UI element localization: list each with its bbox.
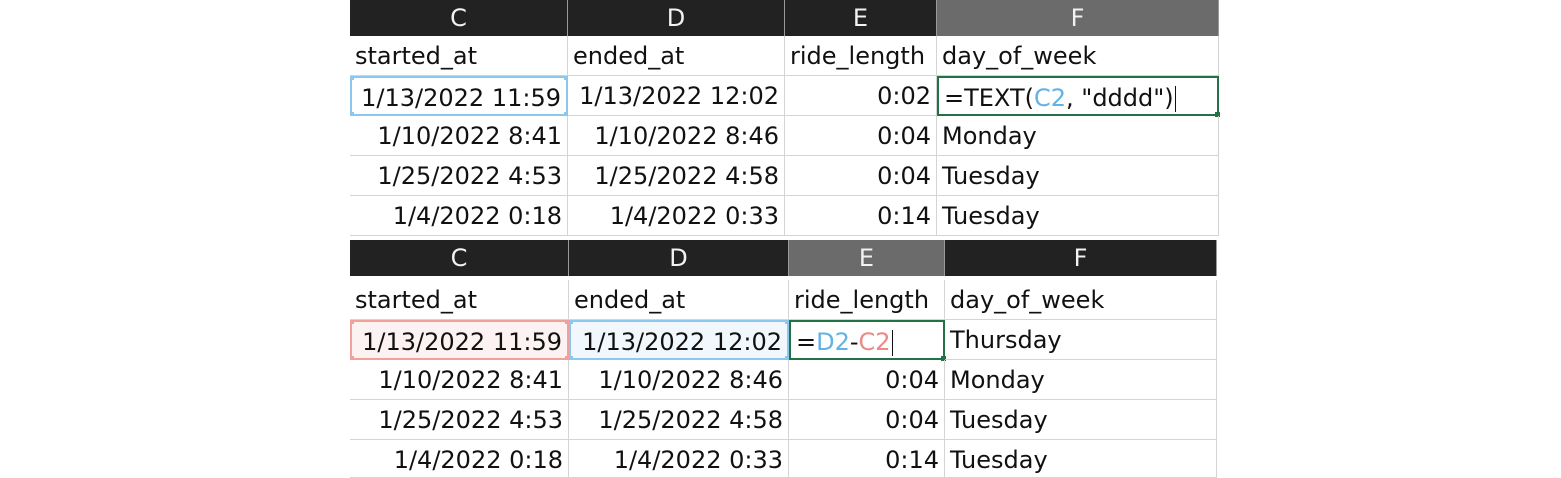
cell-f3[interactable]: Monday (945, 360, 1217, 400)
cell-value: 1/13/2022 11:59 (361, 84, 561, 112)
cell-d3[interactable]: 1/10/2022 8:46 (569, 360, 789, 400)
range-handle[interactable] (565, 356, 567, 358)
formula-ref-c2: C2 (858, 328, 891, 356)
cell-header-day-of-week[interactable]: day_of_week (945, 280, 1217, 320)
cell-e4[interactable]: 0:04 (789, 400, 945, 440)
cell-c2-referenced[interactable]: 1/13/2022 11:59 (350, 76, 568, 116)
cell-c5[interactable]: 1/4/2022 0:18 (350, 440, 569, 478)
range-handle[interactable] (571, 322, 573, 324)
column-header-d[interactable]: D (568, 0, 785, 36)
cell-d3[interactable]: 1/10/2022 8:46 (568, 116, 785, 156)
range-handle[interactable] (352, 78, 354, 80)
range-handle[interactable] (785, 322, 787, 324)
cell-header-started-at[interactable]: started_at (350, 280, 569, 320)
column-header-d[interactable]: D (569, 240, 789, 276)
cell-f5[interactable]: Tuesday (945, 440, 1217, 478)
cell-header-ended-at[interactable]: ended_at (568, 36, 785, 76)
column-header-e[interactable]: E (789, 240, 945, 276)
cell-d2-referenced[interactable]: 1/13/2022 12:02 (569, 320, 789, 360)
cell-f5[interactable]: Tuesday (937, 196, 1219, 236)
text-cursor (1174, 86, 1176, 112)
column-header-f[interactable]: F (945, 240, 1217, 276)
cell-f3[interactable]: Monday (937, 116, 1219, 156)
cell-value: 1/13/2022 12:02 (582, 328, 782, 356)
cell-c4[interactable]: 1/25/2022 4:53 (350, 400, 569, 440)
cell-f2-editing[interactable]: =TEXT(C2, "dddd") (937, 76, 1220, 117)
range-handle[interactable] (571, 356, 573, 358)
fill-handle[interactable] (1215, 112, 1220, 117)
column-header-c[interactable]: C (350, 240, 569, 276)
cell-c3[interactable]: 1/10/2022 8:41 (350, 116, 568, 156)
range-handle[interactable] (565, 322, 567, 324)
formula-suffix: , "dddd") (1066, 84, 1174, 112)
formula-ref-d2: D2 (816, 328, 850, 356)
range-handle[interactable] (564, 112, 566, 114)
range-handle[interactable] (352, 322, 354, 324)
cell-d4[interactable]: 1/25/2022 4:58 (569, 400, 789, 440)
cell-value: 1/13/2022 11:59 (362, 328, 562, 356)
formula-operator: - (849, 328, 859, 356)
range-handle[interactable] (352, 112, 354, 114)
cell-d4[interactable]: 1/25/2022 4:58 (568, 156, 785, 196)
formula-prefix: = (796, 328, 817, 356)
column-header-e[interactable]: E (785, 0, 937, 36)
cell-e4[interactable]: 0:04 (785, 156, 937, 196)
range-handle[interactable] (785, 356, 787, 358)
cell-header-day-of-week[interactable]: day_of_week (937, 36, 1219, 76)
cell-f4[interactable]: Tuesday (937, 156, 1219, 196)
cell-c2-referenced[interactable]: 1/13/2022 11:59 (350, 320, 569, 360)
cell-e5[interactable]: 0:14 (785, 196, 937, 236)
column-header-c[interactable]: C (350, 0, 568, 36)
cell-c5[interactable]: 1/4/2022 0:18 (350, 196, 568, 236)
cell-e3[interactable]: 0:04 (785, 116, 937, 156)
cell-d5[interactable]: 1/4/2022 0:33 (568, 196, 785, 236)
cell-c4[interactable]: 1/25/2022 4:53 (350, 156, 568, 196)
cell-e3[interactable]: 0:04 (789, 360, 945, 400)
fill-handle[interactable] (941, 356, 946, 361)
cell-header-ride-length[interactable]: ride_length (785, 36, 937, 76)
text-cursor (891, 330, 893, 356)
formula-ref-c2: C2 (1033, 84, 1067, 112)
cell-e2-editing[interactable]: =D2-C2 (789, 320, 946, 361)
column-header-f[interactable]: F (937, 0, 1219, 36)
range-handle[interactable] (352, 356, 354, 358)
range-handle[interactable] (564, 78, 566, 80)
cell-f2[interactable]: Thursday (945, 320, 1217, 360)
cell-header-ended-at[interactable]: ended_at (569, 280, 789, 320)
cell-d2[interactable]: 1/13/2022 12:02 (568, 76, 785, 116)
cell-e5[interactable]: 0:14 (789, 440, 945, 478)
cell-f4[interactable]: Tuesday (945, 400, 1217, 440)
formula-prefix: =TEXT( (944, 84, 1034, 112)
cell-c3[interactable]: 1/10/2022 8:41 (350, 360, 569, 400)
cell-header-started-at[interactable]: started_at (350, 36, 568, 76)
cell-e2[interactable]: 0:02 (785, 76, 937, 116)
cell-header-ride-length[interactable]: ride_length (789, 280, 945, 320)
cell-d5[interactable]: 1/4/2022 0:33 (569, 440, 789, 478)
